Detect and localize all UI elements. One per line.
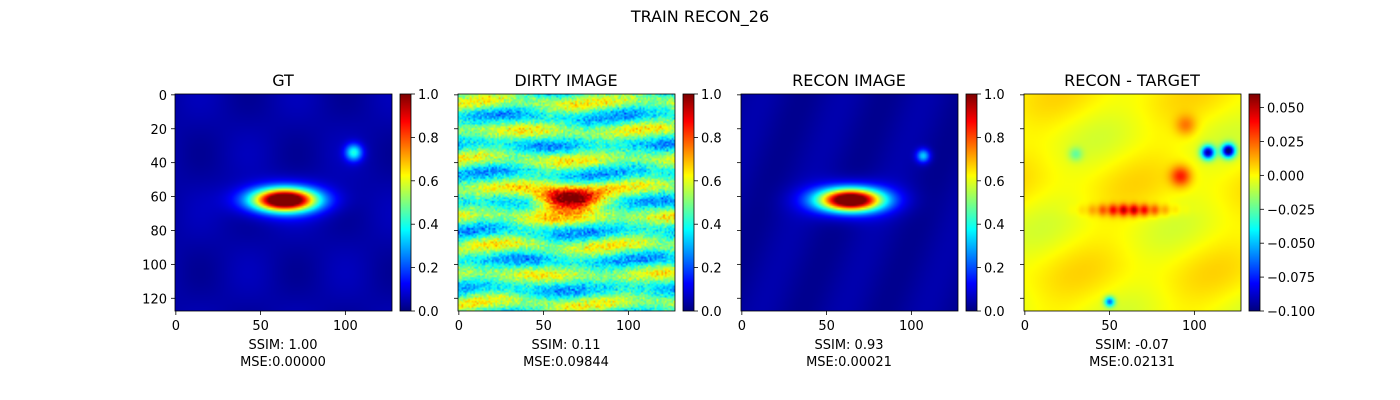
x-axis: 0 50 100 [455, 311, 641, 334]
y-tick-label: 0 [159, 89, 167, 104]
y-tick-label: 60 [150, 191, 167, 206]
figure-suptitle: TRAIN RECON_26 [630, 7, 769, 27]
colorbar-tick-label: 0.6 [418, 175, 439, 190]
colorbar [1249, 94, 1260, 311]
panel-dirty-image: DIRTY IMAGE 0 50 100 0.0 0.2 0.4 0.6 0.8 1.0 SS… [454, 71, 722, 370]
heatmap-image [741, 94, 958, 311]
x-tick-label: 0 [1021, 319, 1029, 334]
colorbar [966, 94, 977, 311]
panel-recon-image: RECON IMAGE 0 50 100 0.0 0.2 0.4 0.6 0.8 1.0 SS… [737, 71, 1005, 370]
colorbar-tick-label: 1.0 [701, 88, 722, 103]
colorbar-axis: 0.0 0.2 0.4 0.6 0.8 1.0 [977, 88, 1005, 320]
y-tick-label: 20 [150, 123, 167, 138]
x-axis: 0 50 100 [172, 311, 358, 334]
colorbar-tick-label: 0.0 [984, 305, 1005, 320]
x-tick-label: 100 [1182, 319, 1207, 334]
mse-caption: MSE:0.02131 [1089, 355, 1175, 370]
mse-caption: MSE:0.00000 [240, 355, 326, 370]
colorbar-tick-label: 0.025 [1267, 135, 1304, 150]
y-axis: 0 20 40 60 80 100 120 [142, 89, 175, 307]
colorbar-tick-label: 0.050 [1267, 102, 1304, 117]
colorbar-tick-label: −0.025 [1267, 203, 1315, 218]
colorbar-tick-label: 0.6 [701, 175, 722, 190]
colorbar-tick-label: 0.2 [701, 262, 722, 277]
colorbar-tick-label: 0.8 [418, 131, 439, 146]
mse-caption: MSE:0.00021 [806, 355, 892, 370]
x-tick-label: 50 [1101, 319, 1118, 334]
ssim-caption: SSIM: 0.93 [814, 338, 883, 353]
x-axis: 0 50 100 [1021, 311, 1207, 334]
colorbar-tick-label: 0.0 [418, 305, 439, 320]
y-axis [1020, 94, 1024, 299]
x-tick-label: 0 [738, 319, 746, 334]
x-tick-label: 100 [616, 319, 641, 334]
y-tick-label: 40 [150, 157, 167, 172]
x-tick-label: 50 [252, 319, 269, 334]
x-tick-label: 100 [899, 319, 924, 334]
ssim-caption: SSIM: 1.00 [248, 338, 317, 353]
y-axis [454, 94, 458, 299]
colorbar-tick-label: 0.4 [418, 218, 439, 233]
colorbar-tick-label: 0.4 [701, 218, 722, 233]
panel-title: GT [272, 71, 294, 90]
x-tick-label: 0 [172, 319, 180, 334]
colorbar-tick-label: −0.050 [1267, 237, 1315, 252]
heatmap-image [1024, 94, 1241, 311]
colorbar-tick-label: 0.2 [418, 262, 439, 277]
colorbar-tick-label: −0.075 [1267, 271, 1315, 286]
y-tick-label: 80 [150, 224, 167, 239]
colorbar-axis: 0.0 0.2 0.4 0.6 0.8 1.0 [694, 88, 722, 320]
panel-title: RECON IMAGE [792, 71, 906, 90]
colorbar-tick-label: 0.4 [984, 218, 1005, 233]
colorbar-tick-label: 0.0 [701, 305, 722, 320]
y-axis [737, 94, 741, 299]
colorbar-tick-label: 1.0 [984, 88, 1005, 103]
colorbar-tick-label: 0.000 [1267, 169, 1304, 184]
heatmap-image [458, 94, 675, 311]
colorbar-axis: 0.0 0.2 0.4 0.6 0.8 1.0 [411, 88, 439, 320]
x-tick-label: 50 [535, 319, 552, 334]
y-tick-label: 100 [142, 258, 167, 273]
colorbar-tick-label: −0.100 [1267, 305, 1315, 320]
ssim-caption: SSIM: -0.07 [1095, 338, 1169, 353]
colorbar-tick-label: 0.6 [984, 175, 1005, 190]
colorbar-tick-label: 0.8 [701, 131, 722, 146]
x-tick-label: 50 [818, 319, 835, 334]
colorbar [400, 94, 411, 311]
colorbar-tick-label: 0.2 [984, 262, 1005, 277]
panel-title: DIRTY IMAGE [514, 71, 617, 90]
colorbar-axis: −0.100 −0.075 −0.050 −0.025 0.000 0.025 0.050 [1260, 102, 1315, 320]
x-tick-label: 100 [333, 319, 358, 334]
panel-title: RECON - TARGET [1064, 71, 1200, 90]
colorbar-tick-label: 1.0 [418, 88, 439, 103]
y-tick-label: 120 [142, 292, 167, 307]
x-tick-label: 0 [455, 319, 463, 334]
mse-caption: MSE:0.09844 [523, 355, 609, 370]
ssim-caption: SSIM: 0.11 [531, 338, 600, 353]
heatmap-image [175, 94, 392, 311]
panel-recon-minus-target: RECON - TARGET 0 50 100 −0.100 −0.075 −0.050… [1020, 71, 1315, 370]
colorbar-tick-label: 0.8 [984, 131, 1005, 146]
colorbar [683, 94, 694, 311]
x-axis: 0 50 100 [738, 311, 924, 334]
